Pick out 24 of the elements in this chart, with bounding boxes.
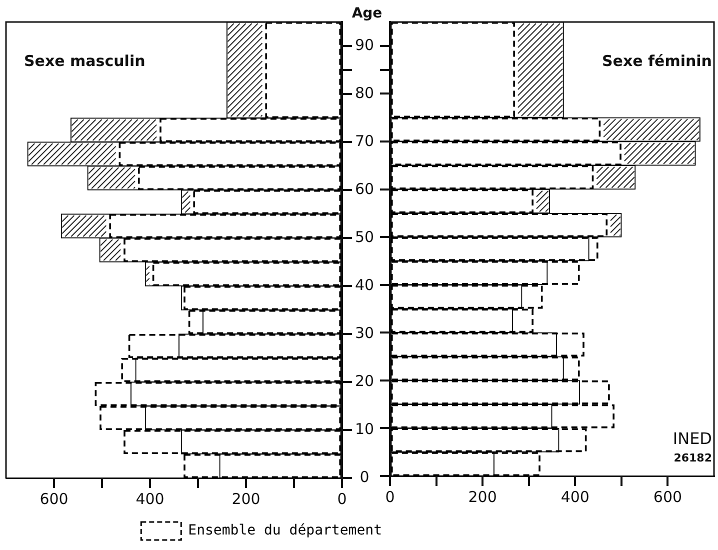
legend-label: Ensemble du département xyxy=(188,522,382,539)
x-tick-label: 0 xyxy=(337,490,347,508)
x-tick-label: 400 xyxy=(136,490,164,508)
y-tick-label: 60 xyxy=(354,180,374,198)
x-tick-label: 0 xyxy=(385,488,395,506)
y-tick-label: 10 xyxy=(354,420,374,438)
x-tick-label: 200 xyxy=(468,488,497,506)
y-tick-label: 50 xyxy=(354,228,374,246)
y-tick-label: 30 xyxy=(354,324,374,342)
x-tick-label: 200 xyxy=(232,490,260,508)
x-tick-label: 600 xyxy=(653,488,682,506)
y-axis-title: Age xyxy=(352,6,382,22)
text: Sexe féminin xyxy=(602,52,712,70)
text: Sexe masculin xyxy=(24,52,146,70)
x-tick-label: 400 xyxy=(560,488,590,506)
y-tick-label: 80 xyxy=(354,84,374,102)
annotation: INED xyxy=(672,429,712,448)
y-tick-label: 90 xyxy=(354,36,374,54)
y-tick-label: 0 xyxy=(360,468,370,486)
y-tick-label: 40 xyxy=(354,276,374,294)
y-tick-label: 70 xyxy=(354,132,374,150)
y-tick-label: 20 xyxy=(354,372,374,390)
annotation: 26182 xyxy=(674,451,712,464)
x-tick-label: 600 xyxy=(40,490,68,508)
